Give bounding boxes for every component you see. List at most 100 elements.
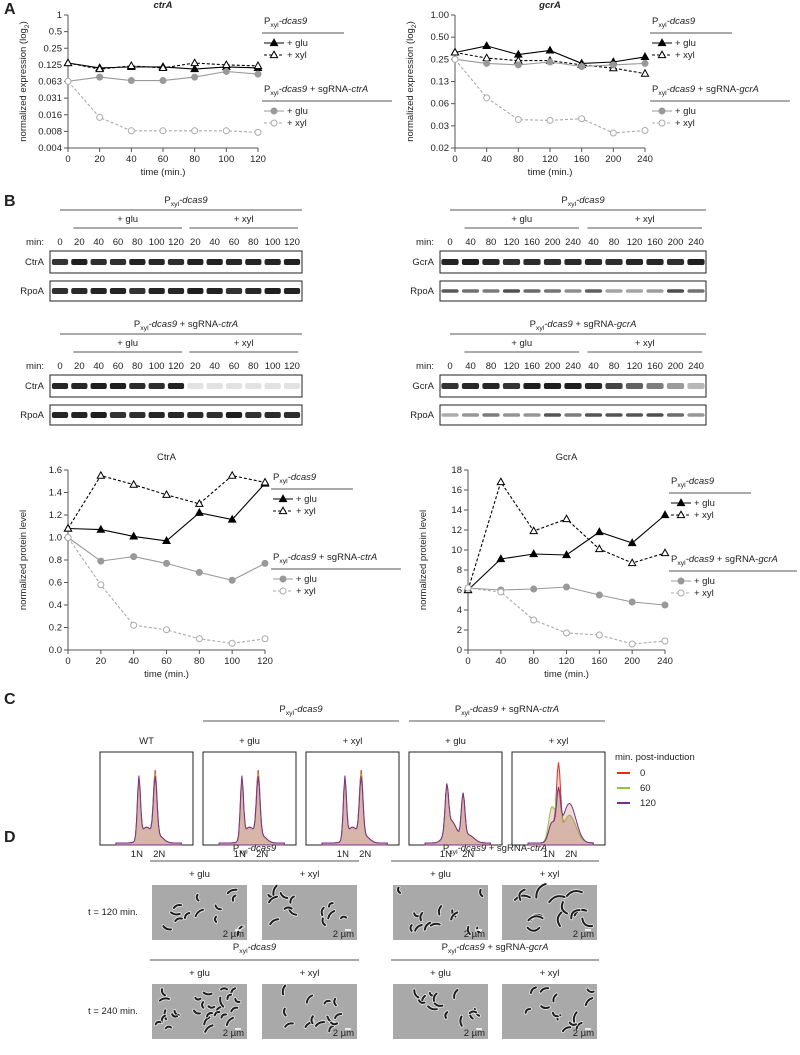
y-tick-label: 1.6	[49, 465, 62, 476]
legend-marker	[677, 589, 685, 597]
band	[187, 259, 204, 265]
y-tick-label: 12	[451, 525, 462, 536]
band	[461, 289, 480, 293]
legend-marker	[278, 506, 288, 515]
x-tick-label: 80	[513, 154, 524, 165]
axis-label: 2N	[462, 849, 474, 860]
histogram-frame	[408, 751, 503, 846]
text-run: ctrA	[153, 0, 172, 11]
marker	[261, 635, 269, 643]
y-tick-label: 0.125	[38, 60, 62, 71]
cell	[154, 1020, 162, 1026]
lane-label: 120	[168, 361, 184, 372]
band	[148, 383, 165, 389]
marker	[195, 568, 203, 576]
text-run: P	[671, 554, 677, 565]
marker	[514, 61, 522, 69]
cell	[328, 902, 334, 908]
text-run: -dcas9	[667, 16, 696, 27]
legend-title: min. post-induction	[615, 752, 695, 763]
legend-marker	[278, 494, 288, 503]
marker	[195, 635, 203, 643]
text-run: ctrA	[221, 319, 238, 330]
legend-marker	[658, 119, 666, 127]
band	[167, 259, 185, 265]
cell	[413, 989, 420, 999]
cell	[334, 1013, 343, 1019]
marker	[514, 116, 522, 124]
cell	[568, 1021, 577, 1026]
y-tick-label: 0.02	[431, 143, 450, 154]
cell	[540, 1005, 550, 1010]
legend-marker	[658, 107, 666, 115]
histogram-curve	[527, 786, 594, 846]
cell	[193, 1009, 201, 1015]
y-tick-label: 16	[451, 485, 462, 496]
lane-label: 120	[284, 361, 300, 372]
cell	[409, 924, 413, 932]
band	[148, 259, 165, 265]
text-run: xyl	[279, 558, 288, 565]
y-tick-label: 0.5	[49, 27, 62, 38]
text-run: P	[273, 472, 279, 483]
marker	[254, 128, 262, 136]
band	[71, 383, 88, 389]
cell	[226, 993, 233, 1000]
marker	[228, 576, 236, 584]
band	[502, 413, 521, 417]
text-run: xyl	[677, 560, 686, 567]
cell	[174, 917, 183, 923]
lane-label: 0	[57, 361, 62, 372]
marker	[96, 470, 106, 479]
legend-marker	[270, 107, 278, 115]
band	[646, 259, 664, 265]
min-label: min:	[416, 361, 434, 372]
panel-label: B	[4, 193, 16, 210]
cell	[220, 987, 229, 991]
lane-label: 40	[209, 361, 220, 372]
series-line	[467, 480, 666, 591]
marker	[595, 631, 603, 639]
band	[564, 259, 582, 265]
axis-label: 1N	[234, 849, 246, 860]
lane-label: 40	[209, 237, 220, 248]
marker	[222, 127, 230, 135]
x-tick-label: 200	[605, 154, 621, 165]
row-label: GcrA	[412, 381, 434, 392]
text-run: P	[264, 84, 270, 95]
cell	[330, 1021, 339, 1026]
marker	[158, 63, 168, 72]
cell	[320, 906, 325, 917]
x-tick-label: 120	[559, 656, 575, 667]
axis-label: 2N	[256, 849, 268, 860]
x-tick-label: 0	[65, 154, 70, 165]
y-tick-label: 0.8	[49, 555, 62, 566]
scale-bar-label: 2 µm	[464, 1028, 485, 1039]
band	[129, 412, 146, 418]
x-tick-label: 120	[542, 154, 558, 165]
band	[51, 412, 69, 418]
band	[264, 288, 281, 294]
marker	[660, 510, 670, 519]
y-tick-label: 0.03	[431, 121, 450, 132]
marker	[130, 553, 138, 561]
min-label: min:	[26, 237, 44, 248]
legend-label: + xyl	[675, 118, 695, 129]
x-tick-label: 20	[96, 656, 107, 667]
cell	[268, 895, 279, 904]
lane-label: 60	[229, 237, 240, 248]
legend-label: + glu	[287, 38, 308, 49]
cell	[432, 992, 438, 1002]
marker	[628, 598, 636, 606]
axis-label: 2N	[153, 849, 165, 860]
text-run: xyl	[449, 849, 458, 856]
cell	[586, 988, 595, 993]
text-run: + sgRNA-	[316, 552, 360, 563]
x-tick-label: 80	[189, 154, 200, 165]
text-run: + sgRNA-	[485, 942, 529, 953]
band	[129, 259, 146, 265]
scale-bar-label: 2 µm	[573, 1028, 594, 1039]
lane-label: 60	[113, 237, 124, 248]
y-tick-label: 1.00	[431, 10, 450, 21]
